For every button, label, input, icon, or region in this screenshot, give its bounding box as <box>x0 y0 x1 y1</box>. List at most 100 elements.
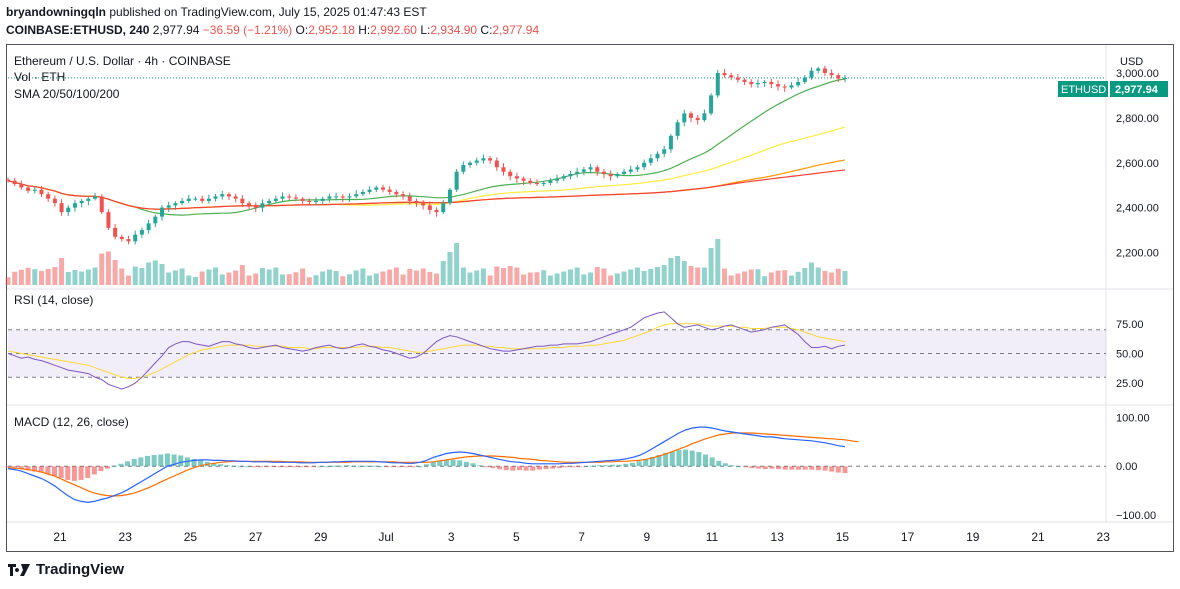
volume-bar <box>400 274 406 285</box>
candle-body <box>66 207 71 213</box>
macd-histogram-bar <box>52 466 57 476</box>
candle-body <box>273 198 278 201</box>
time-tick-label: 29 <box>314 530 328 544</box>
candle-body <box>367 189 372 192</box>
volume-bar <box>59 258 65 285</box>
macd-histogram-bar <box>244 466 250 468</box>
macd-histogram-bar <box>649 456 655 467</box>
chart-frame[interactable] <box>6 44 1174 552</box>
macd-histogram-bar <box>510 466 516 471</box>
macd-histogram-bar <box>410 466 416 468</box>
symbol-badge-label: ETHUSD <box>1061 84 1106 96</box>
last-price: 2,977.94 <box>152 23 200 37</box>
candle-body <box>829 72 834 76</box>
volume-bar <box>112 260 118 285</box>
price-tick-label: 2,400.00 <box>1116 203 1159 215</box>
rsi-line <box>7 311 846 390</box>
volume-bar <box>139 268 145 285</box>
volume-bar <box>105 251 111 285</box>
candle-body <box>709 95 714 114</box>
publish-line: bryandowningqln published on TradingView… <box>6 5 427 19</box>
volume-bar <box>434 273 440 285</box>
candle-body <box>514 176 519 179</box>
volume-bar <box>246 275 252 285</box>
candle-body <box>628 169 633 172</box>
macd-tick-label: 100.00 <box>1116 412 1150 424</box>
macd-histogram-bar <box>131 458 137 467</box>
candle-body <box>474 160 479 163</box>
tradingview-logo-icon <box>8 563 30 576</box>
candle-body <box>816 68 821 71</box>
macd-histogram-bar <box>503 466 509 471</box>
candle-body <box>253 205 258 208</box>
volume-bar <box>119 268 125 285</box>
volume-bar <box>219 274 225 285</box>
macd-histogram-bar <box>377 466 383 468</box>
volume-bar <box>815 267 821 285</box>
volume-bar <box>266 269 272 285</box>
volume-bar <box>708 248 714 285</box>
candle-body <box>521 178 526 181</box>
macd-histogram-bar <box>623 463 629 467</box>
time-tick-label: 21 <box>1031 530 1045 544</box>
candle-body <box>59 203 64 213</box>
macd-histogram-bar <box>191 458 197 467</box>
candle-body <box>394 191 399 195</box>
volume-bar <box>38 271 44 285</box>
volume-bar <box>788 275 794 285</box>
candle-body <box>280 196 285 199</box>
candle-body <box>568 173 573 177</box>
macd-histogram-bar <box>596 465 602 467</box>
volume-bar <box>768 272 774 285</box>
volume-bar <box>146 262 152 285</box>
macd-histogram-bar <box>18 466 24 469</box>
macd-histogram-bar <box>749 466 755 469</box>
candle-body <box>46 194 51 199</box>
volume-bar <box>809 262 815 285</box>
candle-body <box>447 189 452 204</box>
candle-body <box>307 200 312 203</box>
macd-histogram-bar <box>317 466 323 468</box>
candle-body <box>702 113 707 121</box>
candle-body <box>575 171 580 174</box>
candle-body <box>421 203 426 206</box>
volume-bar <box>715 239 721 285</box>
volume-bar <box>5 277 11 285</box>
candle-body <box>528 180 533 183</box>
macd-histogram-bar <box>291 466 297 468</box>
time-tick-label: 25 <box>184 530 198 544</box>
candle-body <box>695 117 700 121</box>
macd-histogram-bar <box>842 466 848 474</box>
macd-histogram-bar <box>218 464 224 467</box>
macd-histogram-bar <box>490 466 496 469</box>
candle-body <box>72 203 77 208</box>
symbol-badge <box>1058 81 1108 97</box>
candle-body <box>615 173 620 177</box>
candle-body <box>12 180 17 185</box>
author[interactable]: bryandowningqln <box>6 5 106 19</box>
volume-bar <box>226 272 232 285</box>
macd-histogram-bar <box>457 460 463 467</box>
volume-bar <box>454 243 460 285</box>
time-tick-label: 3 <box>448 530 455 544</box>
macd-histogram-bar <box>357 465 363 467</box>
volume-bar <box>45 269 51 285</box>
macd-histogram-bar <box>211 463 217 467</box>
volume-bar <box>132 266 138 285</box>
volume-bar <box>460 267 466 285</box>
candle-body <box>287 196 292 198</box>
candle-body <box>481 158 486 161</box>
currency-label[interactable]: USD <box>1120 56 1143 68</box>
macd-histogram-bar <box>264 466 270 468</box>
tradingview-logo[interactable]: TradingView <box>8 561 124 578</box>
macd-histogram-bar <box>835 466 841 473</box>
candle-body <box>642 162 647 168</box>
macd-histogram-bar <box>663 453 669 467</box>
candle-body <box>260 203 265 208</box>
macd-histogram-bar <box>696 452 702 467</box>
macd-histogram-bar <box>716 460 722 467</box>
volume-bar <box>581 274 587 285</box>
volume-bar <box>574 267 580 285</box>
legend-title: Ethereum / U.S. Dollar · 4h · COINBASE <box>14 54 231 68</box>
